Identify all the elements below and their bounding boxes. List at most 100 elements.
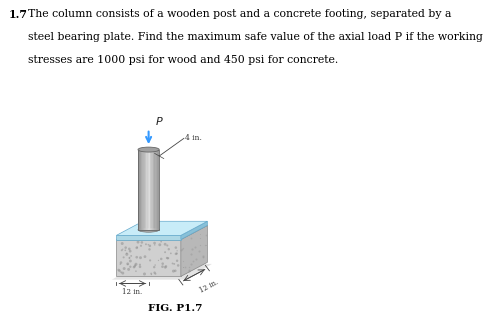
Text: 1.7: 1.7	[9, 9, 28, 20]
Point	[179, 265, 187, 270]
Point	[132, 269, 140, 274]
Point	[133, 255, 140, 260]
Point	[172, 245, 180, 250]
Text: FIG. P1.7: FIG. P1.7	[148, 304, 202, 313]
Point	[138, 240, 146, 245]
Point	[116, 268, 123, 273]
Point	[191, 245, 199, 250]
Point	[120, 255, 127, 260]
Point	[117, 261, 124, 267]
Point	[140, 271, 148, 277]
Point	[187, 262, 195, 267]
Point	[118, 241, 126, 246]
Point	[181, 265, 189, 270]
Polygon shape	[148, 150, 149, 230]
Point	[151, 270, 158, 275]
Point	[137, 243, 145, 248]
Point	[190, 258, 197, 263]
Point	[151, 242, 158, 248]
Point	[119, 270, 127, 276]
Polygon shape	[181, 221, 208, 240]
Point	[124, 262, 132, 267]
Point	[163, 243, 171, 248]
Point	[172, 268, 179, 273]
Point	[123, 252, 131, 257]
Point	[118, 248, 126, 253]
Point	[185, 268, 192, 273]
Point	[161, 250, 169, 255]
Point	[131, 264, 139, 269]
Point	[126, 259, 134, 264]
Ellipse shape	[138, 227, 159, 232]
Point	[115, 267, 122, 272]
Polygon shape	[145, 150, 146, 230]
Point	[119, 247, 127, 252]
Point	[202, 232, 209, 238]
Point	[196, 235, 204, 240]
Point	[127, 253, 135, 259]
Polygon shape	[116, 221, 208, 235]
Point	[117, 260, 125, 265]
Point	[185, 268, 193, 273]
Point	[151, 262, 159, 268]
Point	[199, 253, 207, 259]
Text: stresses are 1000 psi for wood and 450 psi for concrete.: stresses are 1000 psi for wood and 450 p…	[28, 55, 338, 65]
Polygon shape	[116, 235, 181, 240]
Point	[164, 256, 172, 261]
Polygon shape	[146, 150, 147, 230]
Point	[202, 242, 209, 248]
Polygon shape	[157, 150, 158, 230]
Text: 12 in.: 12 in.	[122, 288, 142, 296]
Point	[144, 242, 152, 247]
Point	[178, 246, 186, 251]
Point	[150, 265, 158, 270]
Point	[126, 249, 134, 254]
Point	[159, 261, 167, 266]
Polygon shape	[144, 150, 145, 230]
Point	[132, 262, 140, 267]
Point	[125, 246, 133, 251]
Ellipse shape	[138, 147, 159, 152]
Point	[167, 251, 175, 256]
Point	[130, 265, 138, 270]
Polygon shape	[158, 150, 159, 230]
Polygon shape	[116, 240, 181, 276]
Point	[141, 254, 149, 259]
Text: steel bearing plate. Find the maximum safe value of the axial load P if the work: steel bearing plate. Find the maximum sa…	[28, 32, 483, 42]
Point	[124, 261, 132, 266]
Point	[134, 240, 142, 245]
Point	[122, 248, 129, 253]
Polygon shape	[138, 150, 139, 230]
Point	[185, 264, 192, 270]
Text: 4 in.: 4 in.	[185, 134, 202, 142]
Point	[142, 242, 150, 247]
Polygon shape	[140, 150, 141, 230]
Polygon shape	[151, 150, 152, 230]
Point	[169, 261, 176, 266]
Point	[137, 255, 144, 260]
Point	[196, 242, 204, 248]
Point	[157, 256, 165, 261]
Point	[173, 258, 181, 263]
Polygon shape	[116, 225, 208, 240]
Point	[162, 264, 170, 269]
Point	[196, 232, 204, 237]
Point	[161, 265, 169, 270]
Point	[146, 258, 154, 263]
Point	[155, 258, 162, 263]
Point	[125, 255, 133, 260]
Point	[126, 264, 134, 269]
Point	[158, 264, 166, 269]
Point	[165, 247, 173, 252]
Point	[151, 241, 158, 246]
Point	[147, 271, 155, 276]
Polygon shape	[142, 150, 143, 230]
Point	[133, 245, 140, 250]
Point	[177, 248, 185, 253]
Point	[146, 247, 154, 252]
Point	[156, 242, 164, 247]
Polygon shape	[149, 150, 150, 230]
Point	[152, 271, 159, 276]
Point	[195, 248, 203, 253]
Point	[163, 255, 171, 260]
